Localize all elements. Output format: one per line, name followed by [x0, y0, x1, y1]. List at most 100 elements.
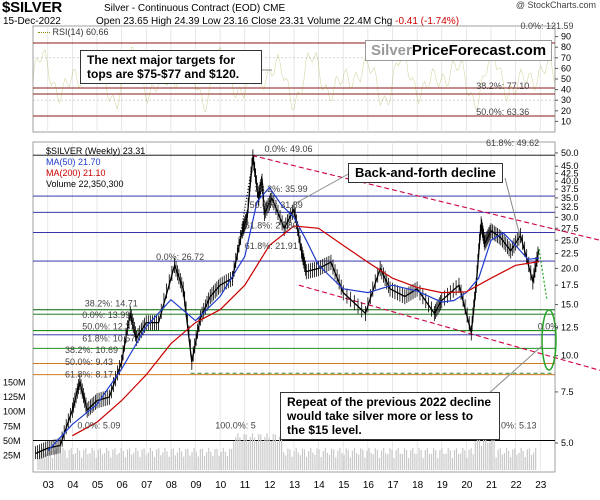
rsi-label: RSI(14) 60.66 [52, 27, 109, 37]
price-tick-label: 22.5 [561, 249, 579, 259]
ohlc-readout: Open 23.65 High 24.39 Low 23.16 Close 23… [96, 16, 459, 27]
legend-volume: Volume 22,350,300 [46, 179, 124, 189]
fib-annotation: 61.8%: 49.62 [486, 138, 539, 148]
fib-annotation: 38.2%: 10.69 [65, 345, 118, 355]
fib-annotation: 50.0%: 9.43 [65, 357, 113, 367]
lower-trend-line [298, 284, 600, 371]
x-tick-label: 11 [240, 480, 251, 491]
volume-tick-label: 125M [3, 392, 26, 402]
rsi-tick-label: 70 [561, 53, 571, 63]
legend-price: $SILVER (Weekly) 23.31 [46, 146, 145, 156]
callout2-arrow-left [295, 171, 353, 204]
callout-repeat-decline: Repeat of the previous 2022 decline woul… [280, 392, 500, 440]
legend-ma50: MA(50) 21.70 [46, 157, 101, 167]
x-tick-label: 12 [264, 480, 276, 491]
rsi-tick-label: 50 [561, 74, 571, 84]
chart-date: 15-Dec-2022 [3, 16, 61, 27]
fib-annotation: 50.0%: 31.89 [250, 200, 303, 210]
price-tick-label: 40.0 [561, 176, 579, 186]
price-tick-label: 37.5 [561, 184, 579, 194]
callout2-arrow-right [504, 177, 521, 237]
x-tick-label: 17 [387, 480, 399, 491]
price-tick-label: 7.5 [561, 387, 574, 397]
rsi-tick-label: 90 [561, 32, 571, 42]
rsi-tick-label: 20 [561, 106, 571, 116]
fib-annotation: 0.0%: 49.06 [264, 144, 312, 154]
rsi-tick-label: 10 [561, 116, 571, 126]
rsi-tick-label: 40 [561, 85, 571, 95]
fib-annotation: 38.2%: 77.10 [476, 81, 529, 91]
fib-annotation: 0.0%: 5.13 [493, 421, 536, 431]
fib-annotation: 50.0%: 12.31 [82, 322, 135, 332]
series-line-ma200 [72, 225, 540, 437]
fib-annotation: 61.8%: 27.80 [245, 221, 298, 231]
target-ellipse [541, 309, 557, 371]
price-legend-label: $SILVER (Weekly) 23.31 [46, 146, 146, 156]
x-tick-label: 05 [92, 480, 104, 491]
price-tick-label: 12.5 [561, 323, 579, 333]
legend-ma200: MA(200) 21.10 [46, 168, 106, 178]
fib-annotation: 61.8%: 21.91 [245, 241, 298, 251]
callout3-arrow [486, 344, 544, 396]
x-tick-label: 19 [437, 480, 449, 491]
fib-annotation: 38.2%: 35.99 [255, 184, 308, 194]
fib-annotation: 0.0%: 26.72 [156, 252, 204, 262]
change-value: -0.41 (-1.74%) [395, 16, 460, 27]
ohlc-values: Open 23.65 High 24.39 Low 23.16 Close 23… [96, 16, 393, 27]
upper-trend-line [252, 154, 600, 241]
price-tick-label: 15.0 [561, 300, 579, 310]
x-tick-label: 16 [363, 480, 375, 491]
price-tick-label: 20.0 [561, 263, 579, 273]
fib-annotation: 61.8%: 10.57 [82, 333, 135, 343]
brand-part1: Silver [371, 42, 412, 59]
fib-annotation: 0.0%: 5.09 [77, 421, 120, 431]
legend-rsi: RSI(14) 60.66 [38, 27, 109, 37]
brand-logo: SilverPriceForecast.com [365, 40, 553, 61]
callout-back-and-forth: Back-and-forth decline [348, 163, 503, 183]
fib-annotation: 0.0%: 13.99 [82, 310, 130, 320]
rsi-line [32, 46, 556, 113]
description-text: Silver - Continuous Contract (EOD) [104, 3, 261, 14]
price-tick-label: 17.5 [561, 280, 579, 290]
ma50-label: MA(50) 21.70 [46, 157, 101, 167]
fib-annotation: 61.8%: 8.17 [65, 370, 113, 380]
price-tick-label: 5.0 [561, 438, 574, 448]
price-tick-label: 32.5 [561, 202, 579, 212]
x-tick-label: 06 [117, 480, 129, 491]
rsi-tick-label: 30 [561, 95, 571, 105]
rsi-tick-label: 80 [561, 42, 571, 52]
rsi-swatch-icon [38, 32, 50, 34]
volume-tick-label: 75M [3, 421, 21, 431]
price-tick-label: 42.5 [561, 168, 579, 178]
brand-part2: PriceForecast.com [411, 42, 547, 59]
x-tick-label: 18 [412, 480, 424, 491]
chart-symbol: $SILVER [2, 0, 63, 16]
x-tick-label: 20 [461, 480, 473, 491]
exchange-text: CME [262, 3, 286, 14]
volume-label: Volume 22,350,300 [46, 179, 124, 189]
rsi-tick-label: 60 [561, 63, 571, 73]
x-tick-label: 23 [535, 480, 547, 491]
price-tick-label: 30.0 [561, 212, 579, 222]
x-tick-label: 07 [141, 480, 153, 491]
ma200-label: MA(200) 21.10 [46, 168, 106, 178]
x-tick-label: 08 [166, 480, 178, 491]
price-tick-label: 35.0 [561, 193, 579, 203]
price-tick-label: 25.0 [561, 235, 579, 245]
price-tick-label: 10.0 [561, 351, 579, 361]
fib-annotation: 38.2%: 14.71 [85, 298, 138, 308]
x-tick-label: 21 [486, 480, 498, 491]
x-tick-label: 04 [67, 480, 79, 491]
price-tick-label: 45.0 [561, 161, 579, 171]
fib-annotation: 50.0%: 63.36 [476, 107, 529, 117]
x-tick-label: 15 [338, 480, 350, 491]
copyright: @ StockCharts.com [515, 0, 596, 10]
fib-annotation: 0.0%: 121.59 [521, 21, 574, 31]
fib-annotation: 100.0%: 5 [215, 421, 256, 431]
x-tick-label: 13 [289, 480, 301, 491]
price-tick-label: 27.5 [561, 223, 579, 233]
volume-tick-label: 100M [3, 407, 26, 417]
x-tick-label: 14 [314, 480, 326, 491]
